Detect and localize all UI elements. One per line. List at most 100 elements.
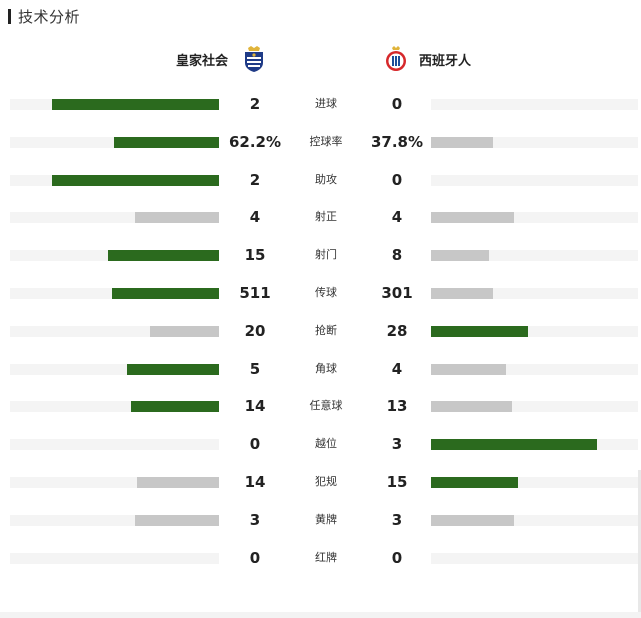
away-stat-value: 15 <box>386 472 408 491</box>
real-sociedad-crest-icon <box>242 45 266 73</box>
home-bar-fill <box>127 363 219 375</box>
stat-row: 2 助攻 0 <box>0 161 641 199</box>
home-stat-value: 5 <box>249 359 261 378</box>
home-stat-value: 2 <box>249 95 261 113</box>
home-stat-value: 20 <box>244 321 266 340</box>
away-bar-track <box>431 250 638 262</box>
away-bar-track <box>431 514 638 526</box>
home-team-header: 皇家社会 <box>176 44 266 74</box>
home-stat-value: 14 <box>244 472 266 491</box>
home-stat-value: 511 <box>239 283 271 302</box>
stat-row: 15 射门 8 <box>0 236 641 274</box>
home-bar-track <box>10 250 219 262</box>
home-bar-fill <box>52 174 219 186</box>
panel-footer-divider <box>0 612 641 618</box>
away-stat-value: 8 <box>391 246 403 265</box>
stat-label: 助攻 <box>315 172 337 186</box>
home-bar-track <box>10 476 219 488</box>
stat-row: 511 传球 301 <box>0 274 641 312</box>
away-stat-value: 3 <box>391 510 403 529</box>
home-bar-fill <box>150 325 219 337</box>
away-stat-value: 0 <box>391 95 403 113</box>
away-bar-fill <box>431 439 597 451</box>
home-stat-value: 14 <box>244 397 266 416</box>
away-stat-value: 301 <box>381 283 413 302</box>
stat-label: 射门 <box>315 248 337 262</box>
home-bar-track <box>10 514 219 526</box>
home-stat-value: 3 <box>249 510 261 529</box>
away-stat-value: 28 <box>386 321 408 340</box>
home-bar-fill <box>112 287 219 299</box>
home-stat-value: 62.2% <box>228 132 282 151</box>
stat-row: 3 黄牌 3 <box>0 501 641 539</box>
stat-row: 4 射正 4 <box>0 198 641 236</box>
home-bar-fill <box>135 514 219 526</box>
away-bar-fill <box>431 287 493 299</box>
home-bar-track <box>10 212 219 224</box>
away-bar-track <box>431 401 638 413</box>
stat-row: 5 角球 4 <box>0 350 641 388</box>
home-stat-value: 4 <box>249 208 261 227</box>
away-bar-track <box>431 212 638 224</box>
away-bar-fill <box>431 514 514 526</box>
home-stat-value: 0 <box>249 548 261 567</box>
home-bar-fill <box>108 250 219 262</box>
home-bar-fill <box>131 401 219 413</box>
stat-row: 62.2% 控球率 37.8% <box>0 123 641 161</box>
stat-label: 红牌 <box>315 550 337 564</box>
away-stat-value: 4 <box>391 208 403 227</box>
away-bar-track <box>431 363 638 375</box>
stat-label: 犯规 <box>315 474 337 488</box>
away-stat-value: 37.8% <box>370 132 424 151</box>
home-bar-track <box>10 325 219 337</box>
stat-row: 2 进球 0 <box>0 85 641 123</box>
stat-row: 0 越位 3 <box>0 425 641 463</box>
stat-row: 14 任意球 13 <box>0 387 641 425</box>
home-stat-value: 0 <box>249 435 261 454</box>
away-bar-fill <box>431 325 528 337</box>
away-bar-fill <box>431 136 493 148</box>
away-bar-track <box>431 325 638 337</box>
away-stat-value: 0 <box>391 170 403 189</box>
home-bar-track <box>10 552 219 564</box>
away-bar-track <box>431 439 638 451</box>
section-marker <box>8 8 11 24</box>
home-bar-track <box>10 136 219 148</box>
stat-row: 0 红牌 0 <box>0 539 641 577</box>
away-bar-track <box>431 174 638 186</box>
away-team-header: 西班牙人 <box>384 44 471 74</box>
stat-label: 传球 <box>315 285 337 299</box>
home-bar-fill <box>135 212 219 224</box>
away-bar-track <box>431 99 638 110</box>
home-bar-track <box>10 363 219 375</box>
away-bar-track <box>431 287 638 299</box>
stat-label: 射正 <box>315 210 337 224</box>
espanyol-crest-icon <box>384 45 408 73</box>
stats-list: 2 进球 0 62.2% 控球率 37.8% 2 助攻 0 4 射正 4 15 射门 8 511 传球 301 20… <box>0 85 641 576</box>
home-stat-value: 15 <box>244 246 266 265</box>
home-bar-track <box>10 401 219 413</box>
home-team-name: 皇家社会 <box>176 53 229 69</box>
stat-label: 抢断 <box>315 323 337 337</box>
away-bar-fill <box>431 212 514 224</box>
stat-label: 任意球 <box>309 399 343 413</box>
away-stat-value: 13 <box>386 397 408 416</box>
away-bar-fill <box>431 250 489 262</box>
home-bar-fill <box>52 99 219 110</box>
home-bar-fill <box>114 136 219 148</box>
stat-label: 黄牌 <box>315 512 337 526</box>
home-bar-fill <box>137 476 219 488</box>
stat-row: 14 犯规 15 <box>0 463 641 501</box>
away-bar-track <box>431 136 638 148</box>
away-bar-fill <box>431 476 518 488</box>
away-bar-track <box>431 552 638 564</box>
away-bar-fill <box>431 401 512 413</box>
away-bar-track <box>431 476 638 488</box>
section-header: 技术分析 <box>8 6 80 26</box>
away-stat-value: 0 <box>391 548 403 567</box>
section-title: 技术分析 <box>18 7 81 26</box>
away-team-name: 西班牙人 <box>419 53 472 69</box>
home-bar-track <box>10 439 219 451</box>
stat-label: 控球率 <box>309 134 343 148</box>
